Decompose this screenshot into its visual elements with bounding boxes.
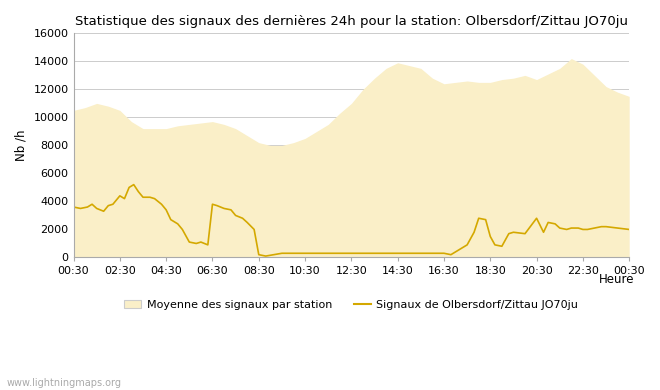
Y-axis label: Nb /h: Nb /h (15, 129, 28, 161)
Legend: Moyenne des signaux par station, Signaux de Olbersdorf/Zittau JO70ju: Moyenne des signaux par station, Signaux… (120, 296, 583, 315)
Text: www.lightningmaps.org: www.lightningmaps.org (7, 378, 121, 388)
Title: Statistique des signaux des dernières 24h pour la station: Olbersdorf/Zittau JO7: Statistique des signaux des dernières 24… (75, 15, 628, 28)
X-axis label: Heure: Heure (599, 273, 635, 286)
